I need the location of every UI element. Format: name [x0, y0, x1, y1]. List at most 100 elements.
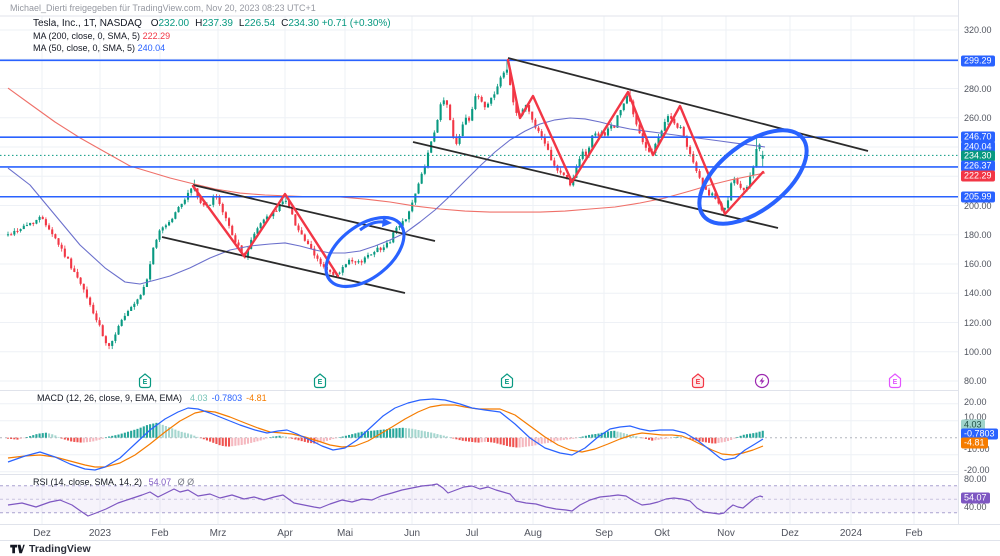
tradingview-logo-text: TradingView [29, 543, 91, 555]
time-axis-label: Nov [717, 528, 735, 539]
axis-value-badge: 54.07 [961, 492, 990, 503]
earnings-icon[interactable]: E [500, 373, 514, 389]
rsi-value: 54.07 [148, 477, 172, 487]
axis-label: 80.00 [964, 376, 987, 386]
axis-label: -20.00 [964, 465, 990, 475]
rsi-line [7, 483, 764, 517]
drawing-arrow-head [382, 218, 392, 227]
axis-label: 160.00 [964, 259, 992, 269]
symbol-title: Tesla, Inc., 1T, NASDAQ [33, 18, 142, 29]
axis-label: 40.00 [964, 501, 987, 512]
candlestick-series[interactable] [6, 60, 764, 350]
ohlc-item: O232.00 [150, 18, 190, 29]
macd-signal-line [7, 404, 764, 468]
tradingview-logo[interactable]: TradingView [10, 543, 91, 555]
time-axis[interactable]: Dez 2023 Feb Mrz Apr Mai Jun Jul Aug Sep Okt Nov Dez… [0, 524, 1000, 541]
zigzag-drawing[interactable] [191, 184, 340, 278]
earnings-icon[interactable]: E [888, 373, 902, 389]
macd-value: 4.03 [190, 393, 208, 403]
price-axis[interactable]: 320.00 280.00 260.00 200.00 180.00 160.00 140.… [958, 0, 1000, 540]
main-legend: Tesla, Inc., 1T, NASDAQ O232.00 H237.39 L2… [33, 18, 391, 55]
time-axis-label: Dez [33, 528, 51, 539]
rsi-label: RSI (14, close, SMA, 14, 2) [33, 477, 143, 487]
axis-label: 140.00 [964, 288, 992, 299]
ma50-value: 240.04 [137, 43, 166, 53]
macd-values: 4.03 -0.7803 -4.81 [186, 393, 267, 403]
time-axis-label: Jun [403, 528, 421, 539]
drawing-arrow[interactable] [359, 220, 384, 232]
axis-value-badge: 234.30 [961, 150, 995, 162]
axis-label: 20.00 [964, 397, 987, 407]
symbol-legend-row[interactable]: Tesla, Inc., 1T, NASDAQ O232.00 H237.39 L2… [33, 18, 391, 29]
ohlc-values: O232.00 H237.39 L226.54 C234.30 [145, 18, 319, 29]
macd-value: -4.81 [246, 393, 267, 403]
time-axis-label: Okt [654, 528, 670, 539]
axis-value-badge: 246.70 [961, 131, 995, 142]
tradingview-logo-icon [10, 544, 25, 554]
axis-value-badge: 222.29 [961, 170, 995, 182]
rsi-settings-icons[interactable]: Ø Ø [177, 477, 195, 487]
axis-label: 10.00 [964, 411, 987, 422]
axis-value-badge: -0.7803 [961, 428, 998, 440]
axis-value-badge: -4.81 [961, 437, 988, 449]
axis-value-badge: 299.29 [961, 55, 995, 67]
drawing-ellipse[interactable] [683, 112, 823, 242]
svg-text:E: E [505, 379, 510, 386]
earnings-icon[interactable]: E [313, 373, 327, 389]
rsi-band [0, 485, 958, 513]
ma50-label: MA (50, close, 0, SMA, 5) [33, 43, 136, 53]
svg-text:E: E [893, 379, 898, 386]
axis-label: 100.00 [964, 346, 992, 357]
axis-label: -10.00 [964, 444, 990, 454]
drawn-price-levels[interactable] [0, 59, 958, 198]
earnings-icon[interactable]: E [138, 373, 152, 389]
axis-label: 320.00 [964, 25, 992, 35]
axis-value-badge: 240.04 [961, 141, 995, 153]
grid [0, 15, 958, 524]
svg-text:E: E [318, 379, 323, 386]
change-value: +0.71 (+0.30%) [321, 18, 391, 29]
macd-line [7, 398, 764, 471]
svg-text:E: E [143, 379, 148, 386]
time-axis-label: Sep [595, 528, 613, 539]
ma200-legend-row[interactable]: MA (200, close, 0, SMA, 5) 222.29 [33, 31, 391, 42]
time-axis-label: Feb [905, 528, 923, 539]
svg-text:E: E [696, 379, 701, 386]
ma50-legend-row[interactable]: MA (50, close, 0, SMA, 5) 240.04 [33, 43, 391, 54]
ohlc-item: H237.39 [195, 18, 233, 29]
time-axis-label: Dez [781, 528, 799, 539]
axis-label: 280.00 [964, 83, 992, 94]
ohlc-item: C234.30 [281, 18, 319, 29]
time-axis-label: Mrz [209, 528, 227, 539]
time-axis-label: 2023 [88, 528, 112, 539]
ohlc-item: L226.54 [238, 18, 276, 29]
attribution-text: Michael_Dierti freigegeben für TradingVi… [10, 3, 316, 13]
time-axis-label: Mai [336, 528, 354, 539]
earnings-icon[interactable]: E [691, 373, 705, 389]
ma50-line[interactable] [7, 117, 766, 285]
drawing-ellipse[interactable] [314, 204, 417, 300]
event-bolt-icon[interactable] [754, 373, 770, 389]
time-axis-label: Feb [151, 528, 169, 539]
bottom-bar: TradingView [0, 540, 1000, 556]
ma200-value: 222.29 [142, 31, 171, 41]
axis-label: 180.00 [964, 229, 992, 240]
rsi-legend-row[interactable]: RSI (14, close, SMA, 14, 2) 54.07 Ø Ø [33, 477, 194, 487]
axis-value-badge: 4.03 [961, 419, 985, 431]
time-axis-label: Aug [524, 528, 542, 539]
axis-label: 120.00 [964, 317, 992, 328]
time-axis-label: Jul [465, 528, 479, 539]
ma200-label: MA (200, close, 0, SMA, 5) [33, 31, 141, 41]
time-axis-label: Apr [277, 528, 293, 539]
axis-label: 200.00 [964, 200, 992, 211]
time-axis-label: 2024 [839, 528, 863, 539]
macd-histogram [6, 422, 764, 448]
axis-value-badge: 205.99 [961, 191, 995, 203]
axis-label: 260.00 [964, 112, 992, 123]
macd-legend-row[interactable]: MACD (12, 26, close, 9, EMA, EMA) 4.03 -0.… [33, 393, 267, 403]
macd-label: MACD (12, 26, close, 9, EMA, EMA) [37, 393, 183, 403]
axis-value-badge: 226.37 [961, 160, 995, 172]
macd-value: -0.7803 [211, 393, 243, 403]
